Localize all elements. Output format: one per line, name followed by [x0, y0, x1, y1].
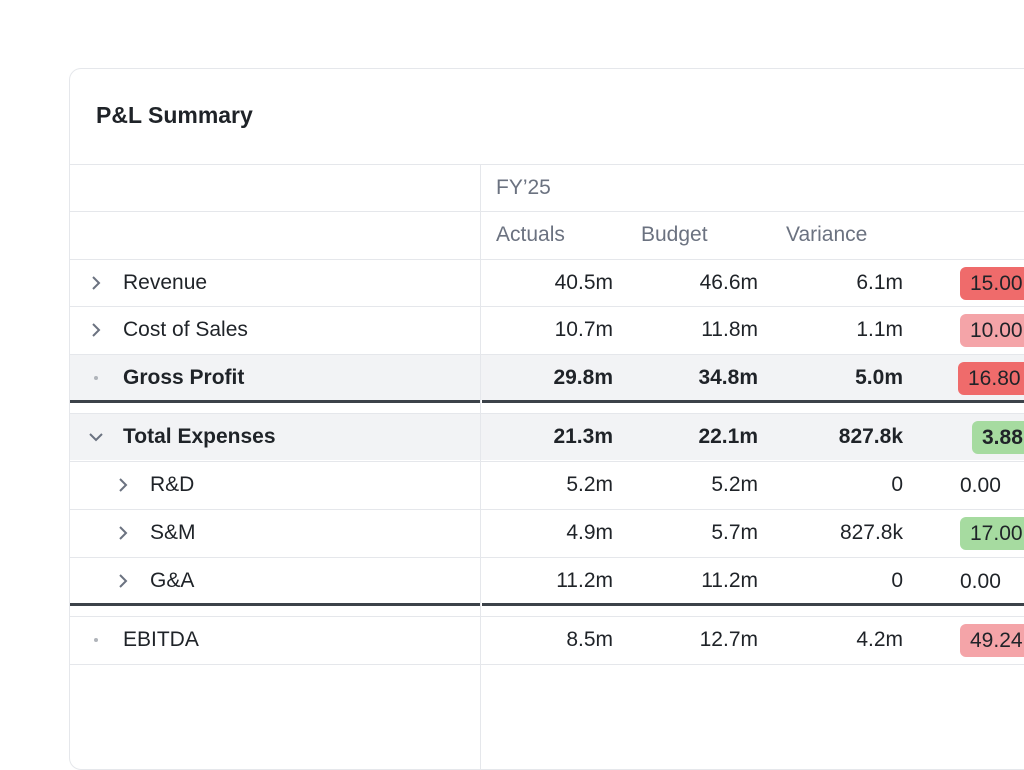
row-label: R&D	[150, 473, 195, 496]
chevron-right-icon[interactable]	[113, 462, 133, 508]
table-row-cost-of-sales[interactable]: Cost of Sales 10.7m 11.8m 1.1m 10.00	[70, 306, 1024, 353]
budget-value: 5.7m	[711, 521, 758, 544]
budget-value: 11.2m	[701, 569, 758, 592]
table-row-total-expenses[interactable]: Total Expenses 21.3m 22.1m 827.8k 3.88	[70, 413, 1024, 460]
column-header-variance[interactable]: Variance	[786, 223, 868, 246]
actuals-value: 10.7m	[554, 318, 613, 341]
chevron-right-icon[interactable]	[86, 260, 106, 306]
variance-pct-badge: 0.00	[960, 474, 1001, 497]
dot-icon	[94, 638, 98, 642]
variance-value: 6.1m	[856, 271, 903, 294]
chevron-right-icon[interactable]	[113, 510, 133, 556]
pl-summary-card: P&L Summary FY’25 Actuals Budget Varianc…	[69, 68, 1024, 770]
budget-value: 46.6m	[699, 271, 758, 294]
budget-value: 5.2m	[711, 473, 758, 496]
variance-pct-badge: 3.88	[972, 421, 1024, 454]
variance-value: 1.1m	[856, 318, 903, 341]
column-header-budget[interactable]: Budget	[641, 223, 708, 246]
section-divider	[70, 603, 1024, 606]
chevron-right-icon[interactable]	[86, 307, 106, 353]
variance-value: 827.8k	[839, 521, 903, 544]
variance-pct-badge: 16.80	[958, 362, 1024, 395]
table-row-next[interactable]	[70, 664, 1024, 711]
actuals-value: 29.8m	[553, 366, 613, 389]
row-label: Gross Profit	[123, 366, 245, 389]
actuals-value: 21.3m	[553, 425, 613, 448]
budget-value: 11.8m	[701, 318, 758, 341]
column-header-actuals[interactable]: Actuals	[496, 223, 565, 246]
variance-pct-badge: 0.00	[960, 570, 1001, 593]
header-row-columns: Actuals Budget Variance	[70, 211, 1024, 258]
column-divider	[480, 164, 481, 769]
budget-value: 34.8m	[698, 366, 758, 389]
table-row-gross-profit[interactable]: Gross Profit 29.8m 34.8m 5.0m 16.80	[70, 354, 1024, 401]
section-divider	[70, 400, 1024, 403]
card-title: P&L Summary	[96, 102, 253, 128]
period-header: FY’25	[496, 176, 551, 199]
table-row-ebitda[interactable]: EBITDA 8.5m 12.7m 4.2m 49.24	[70, 616, 1024, 663]
variance-pct-badge: 49.24	[960, 624, 1024, 657]
variance-value: 0	[891, 569, 903, 592]
row-label: Total Expenses	[123, 425, 276, 448]
row-label: S&M	[150, 521, 196, 544]
row-label: G&A	[150, 569, 195, 592]
actuals-value: 40.5m	[554, 271, 613, 294]
variance-pct-badge: 15.00	[960, 267, 1024, 300]
table-row-sm[interactable]: S&M 4.9m 5.7m 827.8k 17.00	[70, 509, 1024, 556]
header-row-period: FY’25	[70, 164, 1024, 211]
variance-pct-badge: 10.00	[960, 314, 1024, 347]
actuals-value: 4.9m	[566, 521, 613, 544]
actuals-value: 11.2m	[556, 569, 613, 592]
dot-icon	[94, 376, 98, 380]
variance-value: 0	[891, 473, 903, 496]
variance-value: 4.2m	[856, 628, 903, 651]
chevron-right-icon[interactable]	[113, 558, 133, 604]
budget-value: 22.1m	[698, 425, 758, 448]
variance-pct-badge: 17.00	[960, 517, 1024, 550]
actuals-value: 8.5m	[566, 628, 613, 651]
actuals-value: 5.2m	[566, 473, 613, 496]
row-label: Cost of Sales	[123, 318, 248, 341]
table-row-rd[interactable]: R&D 5.2m 5.2m 0 0.00	[70, 461, 1024, 508]
chevron-down-icon[interactable]	[86, 414, 106, 460]
row-label: EBITDA	[123, 628, 199, 651]
table-row-revenue[interactable]: Revenue 40.5m 46.6m 6.1m 15.00	[70, 259, 1024, 306]
row-label: Revenue	[123, 271, 208, 294]
variance-value: 827.8k	[838, 425, 903, 448]
budget-value: 12.7m	[699, 628, 758, 651]
variance-value: 5.0m	[855, 366, 903, 389]
table-row-ga[interactable]: G&A 11.2m 11.2m 0 0.00	[70, 557, 1024, 604]
